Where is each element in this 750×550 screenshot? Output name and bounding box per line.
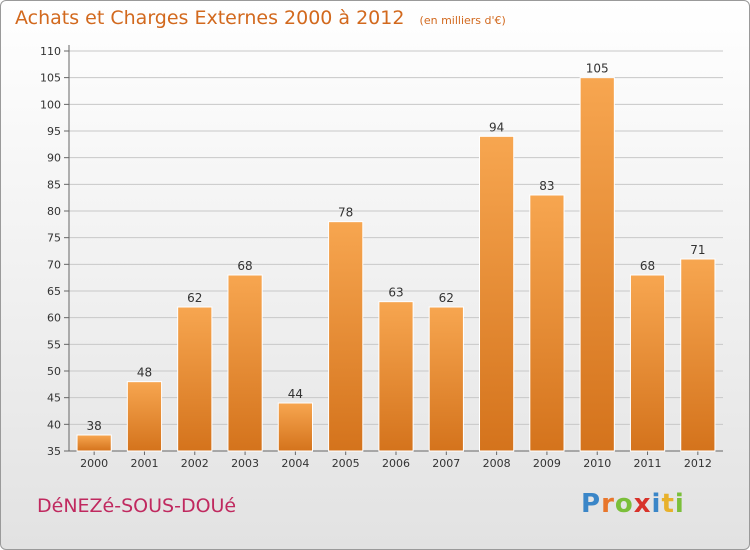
x-tick-label: 2012 — [684, 457, 712, 470]
y-tick-label: 65 — [47, 285, 61, 298]
x-tick-label: 2011 — [634, 457, 662, 470]
bar-value-label: 44 — [288, 387, 303, 401]
bars — [76, 77, 716, 452]
bar-value-label: 38 — [87, 419, 102, 433]
logo-letter: P — [581, 489, 602, 519]
bar — [227, 274, 263, 452]
logo-letter: i — [674, 489, 685, 519]
y-tick-label: 105 — [40, 72, 61, 85]
bar-value-label: 83 — [539, 179, 554, 193]
y-tick-label: 35 — [47, 445, 61, 458]
logo-letter: o — [614, 489, 634, 519]
commune-name: DéNEZé-SOUS-DOUé — [37, 495, 237, 517]
y-tick-label: 90 — [47, 152, 61, 165]
bar — [126, 381, 163, 452]
bar-value-label: 68 — [640, 259, 655, 273]
y-tick-label: 50 — [47, 365, 61, 378]
chart-subtitle: (en milliers d'€) — [419, 14, 506, 27]
x-tick-label: 2004 — [281, 457, 309, 470]
logo-letter: r — [601, 489, 615, 519]
y-tick-label: 85 — [47, 178, 61, 191]
bar — [680, 258, 716, 452]
chart-title: Achats et Charges Externes 2000 à 2012 — [15, 7, 405, 29]
bar-value-label: 63 — [388, 286, 403, 300]
x-tick-label: 2002 — [181, 457, 209, 470]
x-tick-label: 2010 — [583, 457, 611, 470]
bar-value-label: 71 — [690, 243, 705, 257]
y-tick-label: 95 — [47, 125, 61, 138]
bar — [529, 194, 565, 452]
bar — [479, 135, 515, 452]
labels: 35 40 45 50 55 60 65 70 75 80 85 90 95 100 105 110 38 200… — [40, 45, 712, 470]
title-row: Achats et Charges Externes 2000 à 2012 (… — [15, 7, 506, 29]
x-tick-label: 2008 — [483, 457, 511, 470]
bar-value-label: 62 — [187, 291, 202, 305]
y-tick-label: 110 — [40, 45, 61, 58]
logo-letter: i — [651, 489, 662, 519]
y-tick-label: 40 — [47, 418, 61, 431]
bar — [76, 434, 112, 452]
x-tick-label: 2001 — [130, 457, 158, 470]
y-tick-label: 100 — [40, 98, 61, 111]
bar — [428, 306, 464, 452]
x-tick-label: 2009 — [533, 457, 561, 470]
bar — [629, 274, 666, 452]
bar-value-label: 94 — [489, 120, 504, 134]
bar — [277, 402, 313, 452]
y-tick-label: 80 — [47, 205, 61, 218]
bar-value-label: 48 — [137, 366, 152, 380]
bar-value-label: 105 — [586, 62, 609, 76]
bar — [579, 77, 615, 452]
x-tick-label: 2007 — [432, 457, 460, 470]
bar-value-label: 78 — [338, 206, 353, 220]
y-tick-label: 70 — [47, 258, 61, 271]
logo-letter: x — [633, 489, 652, 519]
bar — [177, 306, 213, 452]
logo-letter: t — [661, 489, 675, 519]
y-tick-label: 55 — [47, 338, 61, 351]
x-tick-label: 2003 — [231, 457, 259, 470]
bar — [378, 301, 414, 452]
y-tick-label: 45 — [47, 392, 61, 405]
y-tick-label: 75 — [47, 232, 61, 245]
bar-value-label: 68 — [237, 259, 252, 273]
y-tick-label: 60 — [47, 312, 61, 325]
bar-value-label: 62 — [439, 291, 454, 305]
bar — [328, 221, 364, 452]
proxiti-logo: Proxiti — [581, 489, 685, 519]
x-tick-label: 2005 — [332, 457, 360, 470]
x-tick-label: 2006 — [382, 457, 410, 470]
x-tick-label: 2000 — [80, 457, 108, 470]
